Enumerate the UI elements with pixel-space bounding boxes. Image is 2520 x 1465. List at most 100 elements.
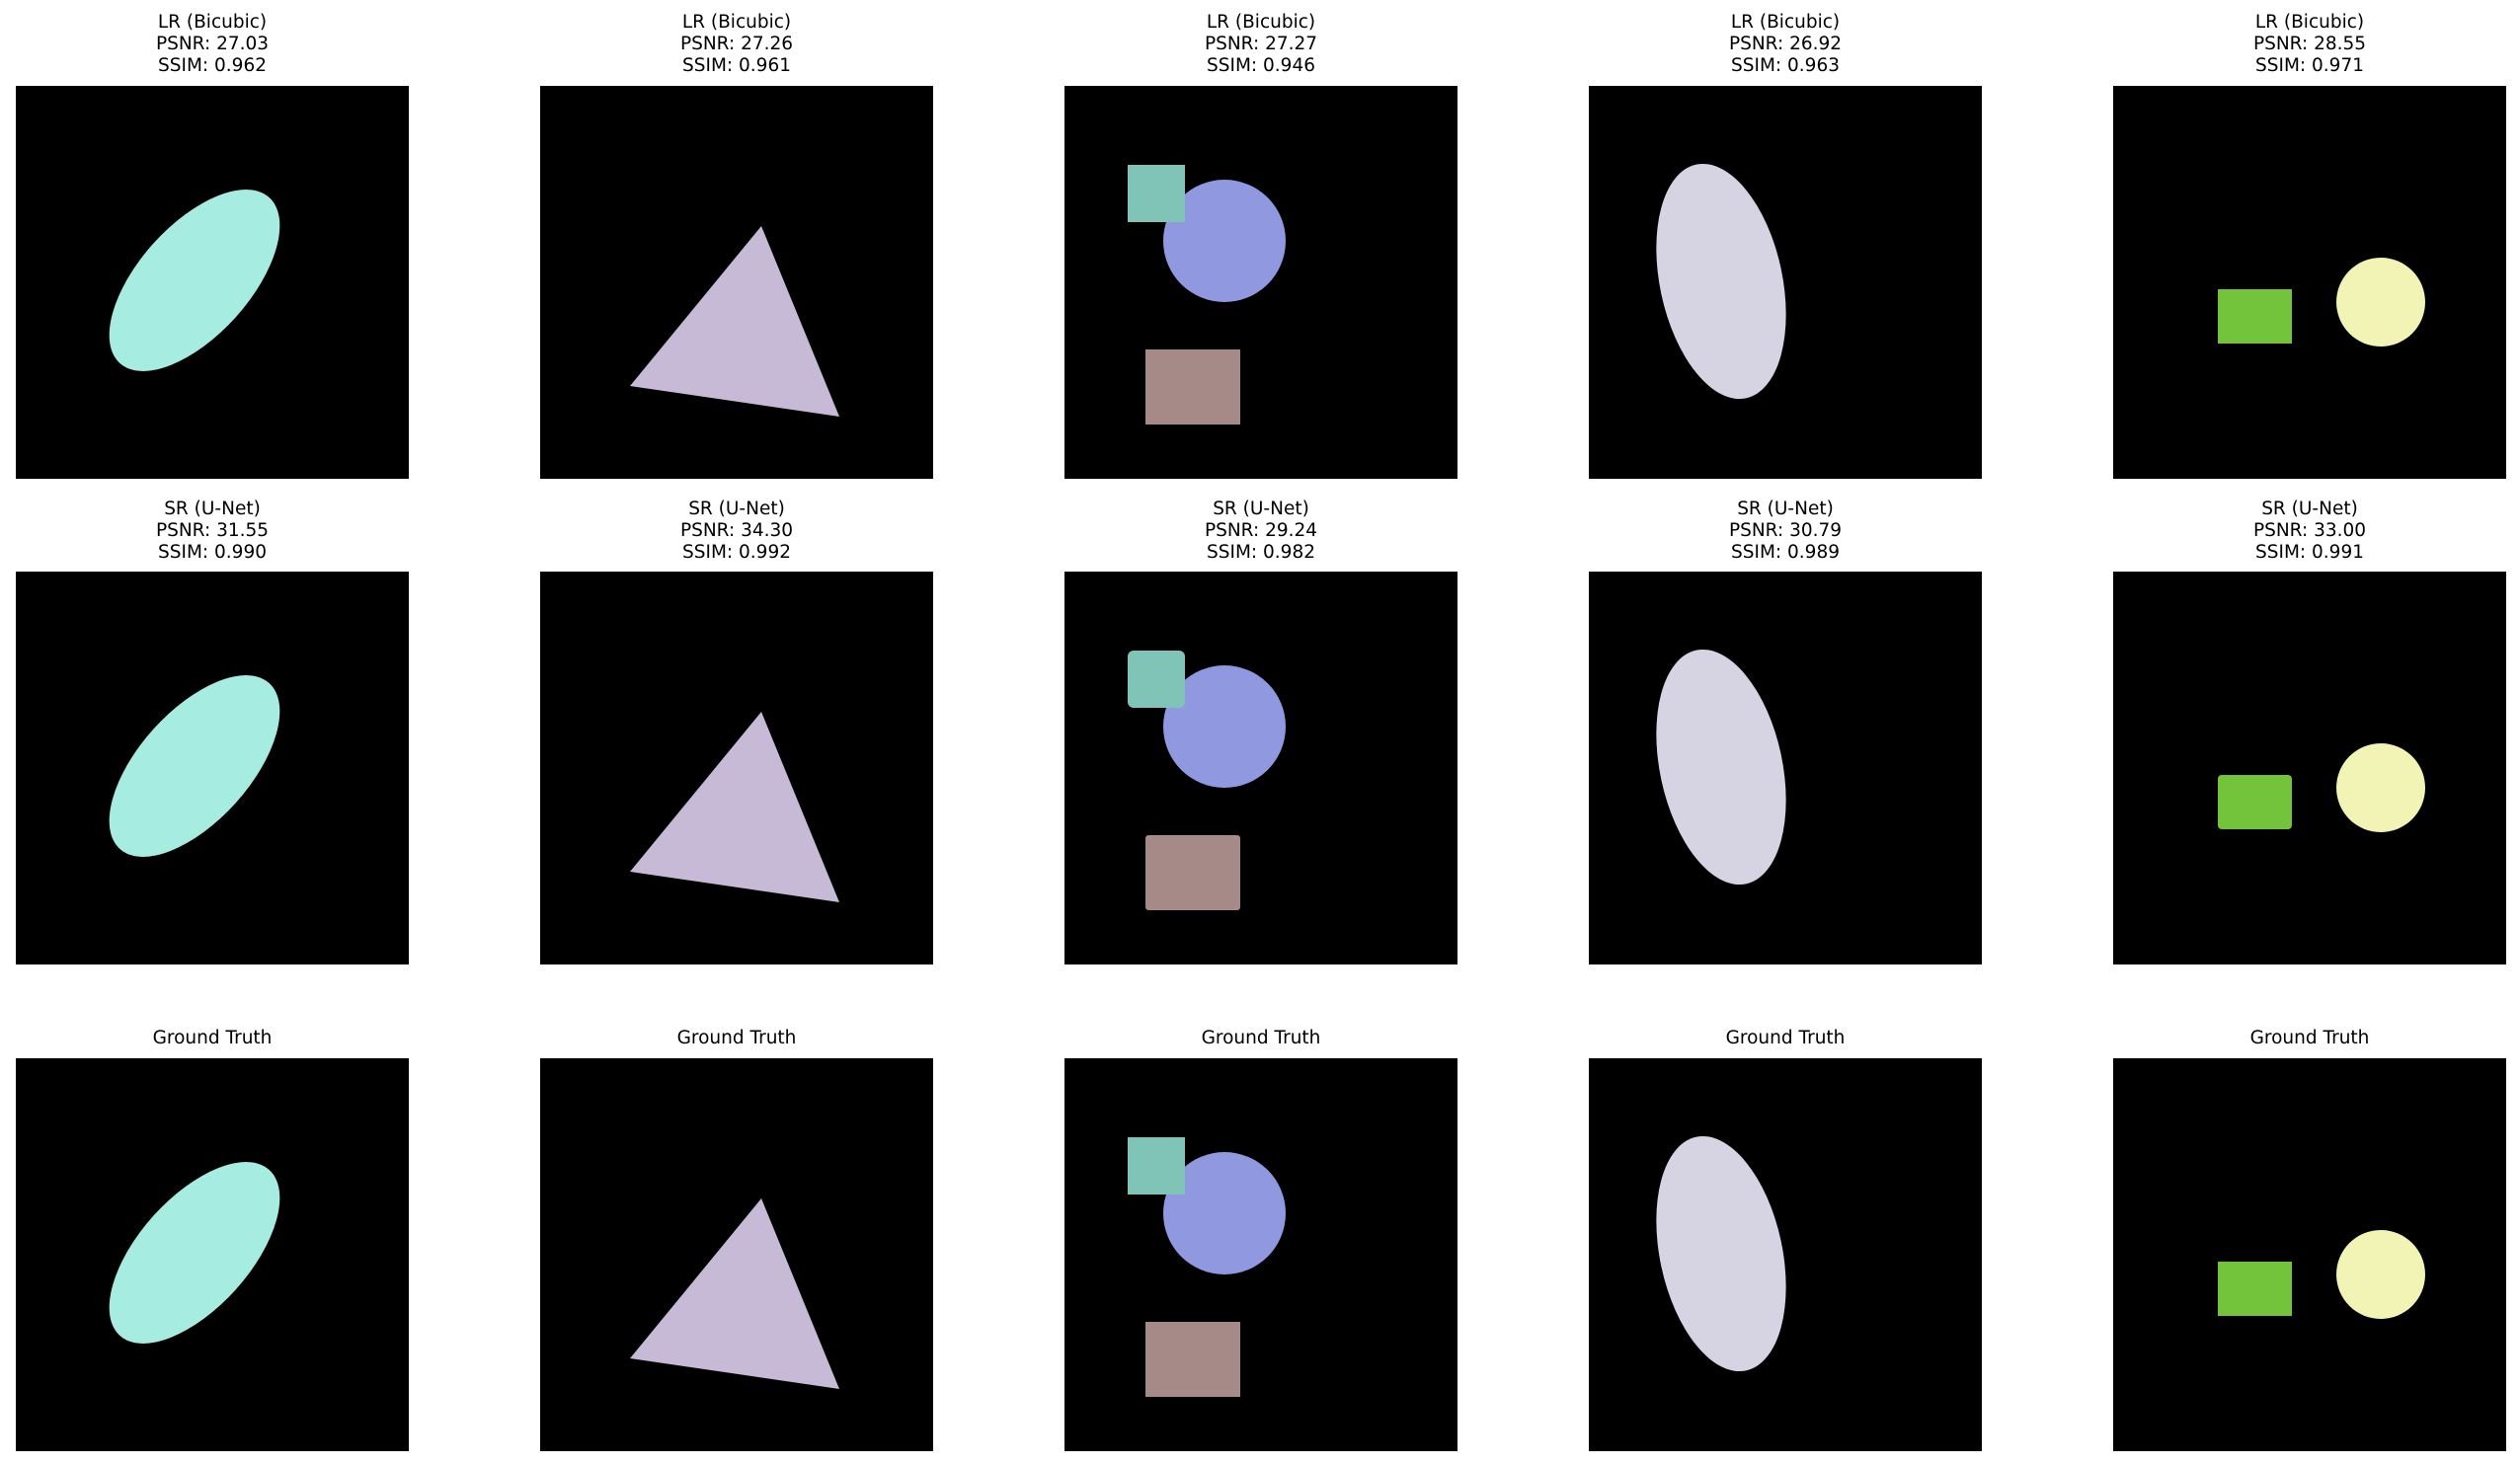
psnr-label: PSNR: 27.03 — [155, 34, 270, 54]
scene-ellipse-mint — [109, 190, 280, 371]
ellipse-shape — [109, 190, 280, 371]
method-label: SR (U-Net) — [2261, 499, 2358, 519]
image-panel — [16, 86, 409, 479]
circle-shape — [2336, 258, 2425, 347]
image-panel — [16, 572, 409, 964]
image-panel — [540, 1058, 933, 1451]
ellipse-shape — [109, 1162, 280, 1344]
panel-title: Ground Truth — [1064, 1028, 1457, 1049]
circle-shape — [2336, 743, 2425, 832]
method-label: Ground Truth — [676, 1028, 797, 1048]
panel-title: SR (U-Net) PSNR: 34.30 SSIM: 0.992 — [540, 499, 933, 564]
square-shape — [1128, 651, 1185, 708]
psnr-label: PSNR: 27.27 — [1204, 34, 1318, 54]
image-panel — [2113, 572, 2506, 964]
ssim-label: SSIM: 0.961 — [682, 55, 791, 76]
circle-shape — [1163, 1152, 1286, 1274]
square-shape — [1128, 1137, 1185, 1195]
psnr-label: PSNR: 26.92 — [1728, 34, 1843, 54]
image-panel — [2113, 1058, 2506, 1451]
panel-title: SR (U-Net) PSNR: 29.24 SSIM: 0.982 — [1064, 499, 1457, 564]
image-panel — [1064, 1058, 1457, 1451]
psnr-label: PSNR: 28.55 — [2252, 34, 2367, 54]
circle-shape — [1163, 180, 1286, 302]
scene-ellipse-lilac — [1656, 1135, 1786, 1372]
method-label: LR (Bicubic) — [2254, 12, 2365, 33]
scene-three-shapes — [1128, 651, 1286, 910]
triangle-shape — [630, 1198, 839, 1389]
ssim-label: SSIM: 0.971 — [2255, 55, 2364, 76]
rectangle-shape — [1145, 1322, 1240, 1397]
method-label: LR (Bicubic) — [157, 12, 268, 33]
scene-rect-circle — [2218, 258, 2425, 347]
image-panel — [1589, 1058, 1982, 1451]
method-label: Ground Truth — [2249, 1028, 2370, 1048]
ssim-label: SSIM: 0.991 — [2255, 542, 2364, 563]
rectangle-shape — [2218, 289, 2292, 344]
rectangle-shape — [1145, 835, 1240, 910]
scene-ellipse-lilac — [1656, 163, 1786, 400]
method-label: Ground Truth — [152, 1028, 273, 1048]
scene-triangle-lavender — [630, 1198, 839, 1389]
image-panel — [1064, 86, 1457, 479]
image-panel — [16, 1058, 409, 1451]
scene-three-shapes — [1128, 1137, 1286, 1397]
method-label: SR (U-Net) — [164, 499, 261, 519]
method-label: LR (Bicubic) — [1206, 12, 1316, 33]
ellipse-shape — [1656, 649, 1786, 886]
panel-title: Ground Truth — [1589, 1028, 1982, 1049]
ellipse-shape — [1656, 163, 1786, 400]
ssim-label: SSIM: 0.992 — [682, 542, 791, 563]
psnr-label: PSNR: 34.30 — [679, 520, 794, 541]
image-panel — [2113, 86, 2506, 479]
panel-title: LR (Bicubic) PSNR: 27.03 SSIM: 0.962 — [16, 12, 409, 77]
method-label: SR (U-Net) — [1213, 499, 1309, 519]
rectangle-shape — [1145, 349, 1240, 424]
panel-title: SR (U-Net) PSNR: 33.00 SSIM: 0.991 — [2113, 499, 2506, 564]
psnr-label: PSNR: 31.55 — [155, 520, 270, 541]
scene-three-shapes — [1128, 165, 1286, 424]
square-shape — [1128, 165, 1185, 222]
scene-ellipse-mint — [109, 1162, 280, 1344]
circle-shape — [1163, 665, 1286, 788]
rectangle-shape — [2218, 1262, 2292, 1316]
ssim-label: SSIM: 0.963 — [1731, 55, 1840, 76]
ssim-label: SSIM: 0.989 — [1731, 542, 1840, 563]
circle-shape — [2336, 1230, 2425, 1319]
panel-title: LR (Bicubic) PSNR: 26.92 SSIM: 0.963 — [1589, 12, 1982, 77]
image-panel — [1589, 572, 1982, 964]
scene-rect-circle — [2218, 743, 2425, 832]
panel-title: Ground Truth — [16, 1028, 409, 1049]
method-label: SR (U-Net) — [688, 499, 785, 519]
ellipse-shape — [109, 675, 280, 857]
panel-title: Ground Truth — [2113, 1028, 2506, 1049]
panel-title: LR (Bicubic) PSNR: 27.27 SSIM: 0.946 — [1064, 12, 1457, 77]
ssim-label: SSIM: 0.946 — [1207, 55, 1315, 76]
panel-title: SR (U-Net) PSNR: 31.55 SSIM: 0.990 — [16, 499, 409, 564]
psnr-label: PSNR: 33.00 — [2252, 520, 2367, 541]
method-label: LR (Bicubic) — [681, 12, 792, 33]
ellipse-shape — [1656, 1135, 1786, 1372]
method-label: Ground Truth — [1725, 1028, 1846, 1048]
image-panel — [1064, 572, 1457, 964]
scene-triangle-lavender — [630, 712, 839, 902]
method-label: SR (U-Net) — [1737, 499, 1834, 519]
psnr-label: PSNR: 30.79 — [1728, 520, 1843, 541]
ssim-label: SSIM: 0.982 — [1207, 542, 1315, 563]
panel-title: LR (Bicubic) PSNR: 28.55 SSIM: 0.971 — [2113, 12, 2506, 77]
scene-ellipse-mint — [109, 675, 280, 857]
panel-title: Ground Truth — [540, 1028, 933, 1049]
image-panel — [540, 86, 933, 479]
method-label: Ground Truth — [1201, 1028, 1321, 1048]
image-panel — [1589, 86, 1982, 479]
panel-title: LR (Bicubic) PSNR: 27.26 SSIM: 0.961 — [540, 12, 933, 77]
ssim-label: SSIM: 0.990 — [158, 542, 267, 563]
triangle-shape — [630, 226, 839, 417]
panel-title: SR (U-Net) PSNR: 30.79 SSIM: 0.989 — [1589, 499, 1982, 564]
method-label: LR (Bicubic) — [1730, 12, 1841, 33]
rectangle-shape — [2218, 775, 2292, 829]
psnr-label: PSNR: 29.24 — [1204, 520, 1318, 541]
triangle-shape — [630, 712, 839, 902]
image-panel — [540, 572, 933, 964]
ssim-label: SSIM: 0.962 — [158, 55, 267, 76]
